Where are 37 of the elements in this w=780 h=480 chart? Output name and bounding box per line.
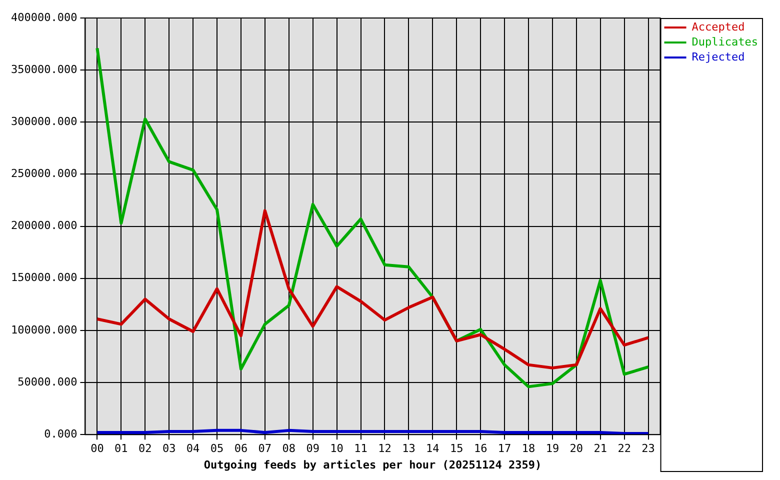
y-tick-label: 0.000 [44, 427, 78, 440]
x-tick-label: 14 [426, 442, 440, 456]
x-axis-title: Outgoing feeds by articles per hour (20251124 2359) [204, 458, 542, 472]
x-tick-label: 03 [162, 442, 176, 456]
x-tick-label: 11 [354, 442, 368, 456]
x-tick-label: 16 [474, 442, 488, 456]
y-tick-label: 250000.000 [10, 167, 78, 180]
x-tick-label: 20 [570, 442, 584, 456]
x-tick-label: 04 [186, 442, 200, 456]
y-tick-label: 200000.000 [10, 219, 78, 232]
x-tick-label: 08 [282, 442, 296, 456]
x-tick-label: 15 [450, 442, 464, 456]
x-tick-label: 07 [258, 442, 272, 456]
x-tick-label: 18 [522, 442, 536, 456]
x-tick-label: 19 [546, 442, 560, 456]
x-tick-label: 06 [234, 442, 248, 456]
x-tick-label: 12 [378, 442, 392, 456]
x-tick-label: 09 [306, 442, 320, 456]
x-tick-label: 17 [498, 442, 512, 456]
x-tick-label: 23 [642, 442, 655, 456]
y-tick-label: 100000.000 [10, 323, 78, 336]
x-tick-label: 00 [90, 442, 104, 456]
y-tick-label: 150000.000 [10, 271, 78, 284]
y-tick-label: 300000.000 [10, 115, 78, 128]
x-tick-label: 13 [402, 442, 416, 456]
legend-label: Duplicates [692, 35, 758, 48]
x-tick-label: 22 [618, 442, 631, 456]
x-tick-label: 05 [210, 442, 224, 456]
y-tick-label: 350000.000 [10, 62, 78, 76]
y-tick-label: 50000.000 [18, 375, 78, 388]
x-tick-label: 21 [594, 442, 607, 456]
x-tick-label: 10 [330, 442, 344, 456]
legend-label: Accepted [692, 20, 745, 34]
x-tick-label: 01 [114, 442, 128, 456]
legend-label: Rejected [692, 50, 745, 64]
y-tick-label: 400000.000 [10, 10, 78, 24]
x-tick-label: 02 [138, 442, 152, 456]
